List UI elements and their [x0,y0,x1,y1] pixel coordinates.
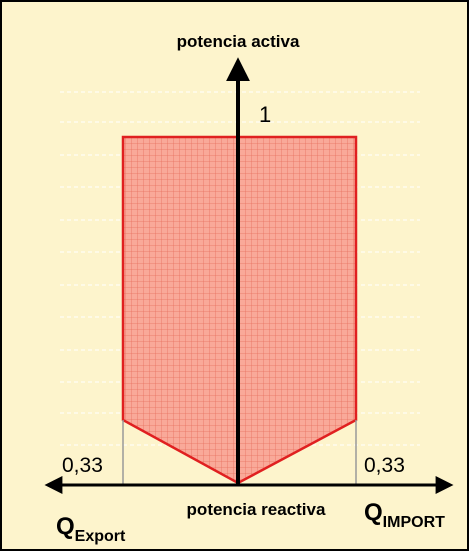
horizontal-label: potencia reactiva [187,500,326,519]
q-import: QIMPORT [364,499,445,531]
q-import-symbol: Q [364,499,383,526]
background-lines [60,91,420,446]
import-value: 0,33 [364,454,405,477]
q-export: QExport [56,513,126,545]
q-export-symbol: Q [56,513,75,540]
vertical-label: potencia activa [177,32,300,51]
q-export-subscript: Export [75,528,126,545]
export-value: 0,33 [62,454,103,477]
max-label: 1 [259,102,271,127]
q-import-subscript: IMPORT [383,514,445,531]
